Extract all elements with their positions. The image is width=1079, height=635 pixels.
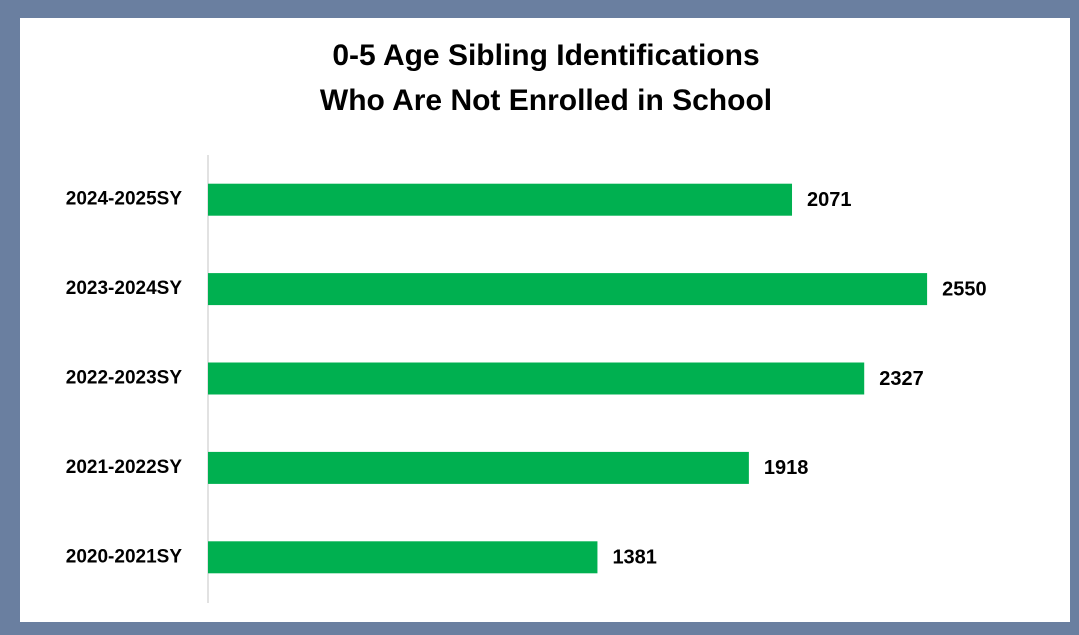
y-tick-label: 2021-2022SY	[66, 457, 183, 478]
data-label: 2550	[942, 278, 987, 300]
bar	[208, 362, 865, 395]
data-label: 1918	[764, 457, 809, 479]
chart-area	[20, 18, 1070, 622]
bar	[208, 183, 793, 216]
bar	[208, 541, 598, 574]
y-tick-label: 2020-2021SY	[66, 546, 183, 567]
chart-title: 0-5 Age Sibling Identifications	[332, 39, 759, 72]
y-tick-label: 2024-2025SY	[66, 189, 183, 210]
data-label: 1381	[612, 547, 657, 569]
data-label: 2327	[879, 368, 924, 390]
y-tick-label: 2022-2023SY	[66, 368, 183, 389]
chart-title: Who Are Not Enrolled in School	[320, 84, 772, 117]
data-label: 2071	[807, 189, 852, 211]
bar	[208, 451, 749, 484]
bar	[208, 273, 928, 306]
y-tick-label: 2023-2024SY	[66, 278, 183, 299]
